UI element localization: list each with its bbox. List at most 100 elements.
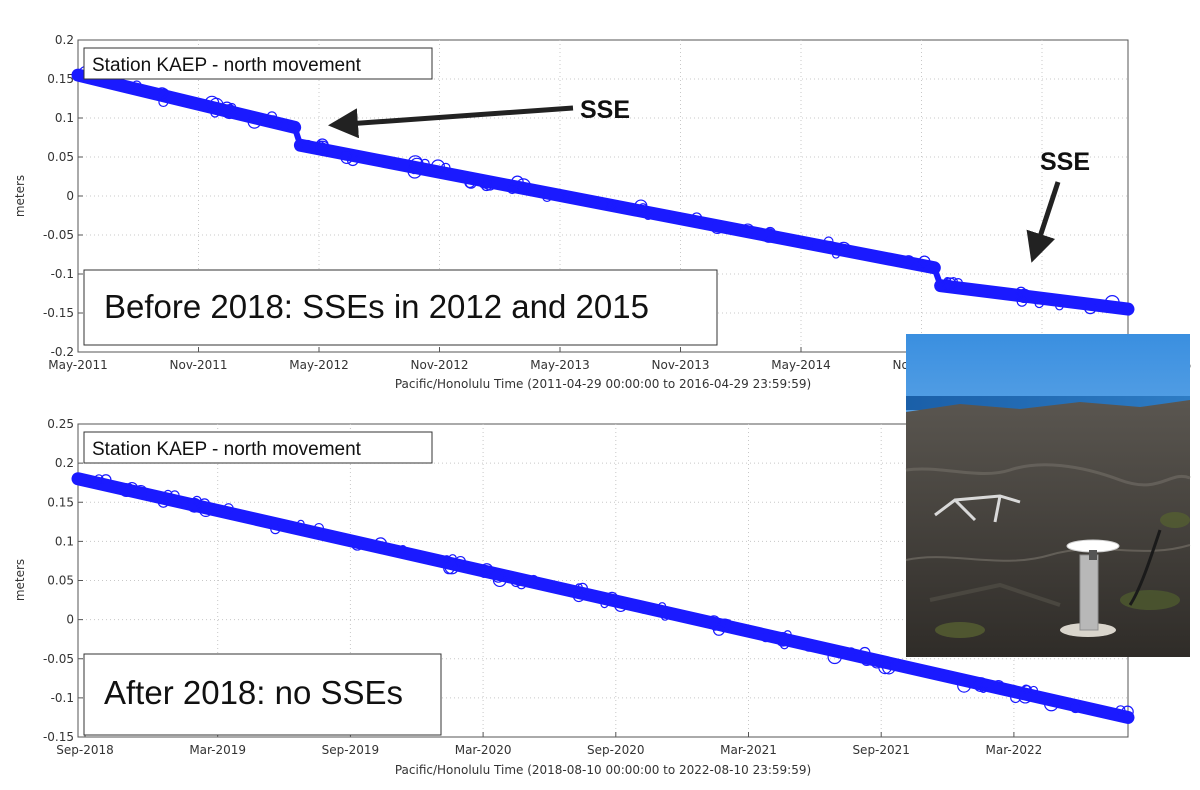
y-axis-title: meters [13, 175, 27, 217]
photo-lava-ridge [905, 463, 1191, 487]
data-point [131, 80, 142, 91]
x-tick-label: May-2011 [48, 358, 107, 372]
data-point [111, 484, 119, 493]
data-point [407, 155, 423, 171]
data-point [407, 164, 422, 179]
data-point [100, 474, 112, 486]
data-point [636, 600, 646, 609]
data-point [528, 574, 539, 585]
data-point [223, 503, 234, 514]
data-point [515, 178, 531, 194]
data-point [473, 174, 486, 186]
y-tick-label: -0.2 [51, 345, 74, 359]
data-point [712, 623, 725, 636]
data-point [374, 537, 387, 550]
data-point [984, 288, 993, 297]
data-point [1083, 301, 1097, 315]
x-tick-label: Sep-2019 [322, 743, 380, 757]
x-tick-label: Nov-2011 [170, 358, 228, 372]
data-point [761, 228, 777, 243]
data-point [973, 677, 989, 693]
photo-monument-post [1079, 554, 1099, 631]
y-axis-title: meters [13, 559, 27, 601]
data-point [409, 157, 424, 172]
y-tick-label: 0.15 [47, 72, 74, 86]
data-point [158, 96, 169, 108]
data-point [440, 162, 451, 173]
data-point [191, 504, 199, 513]
data-point [823, 240, 837, 254]
y-tick-label: 0 [66, 613, 74, 627]
data-point [916, 259, 927, 269]
data-point [992, 679, 1005, 693]
data-point [881, 660, 896, 675]
data-point [710, 621, 720, 631]
x-tick-label: Mar-2019 [189, 743, 246, 757]
data-point [1035, 692, 1044, 701]
data-point [315, 140, 330, 155]
data-point [542, 192, 552, 203]
data-point [210, 108, 220, 118]
data-point [605, 200, 614, 209]
data-point [511, 175, 524, 189]
sse-arrow-2012 [328, 105, 574, 139]
data-point [119, 483, 134, 498]
data-point [337, 533, 347, 543]
data-point [220, 101, 234, 115]
data-point [870, 655, 884, 669]
data-point [199, 503, 213, 518]
data-point [247, 115, 262, 129]
x-tick-label: May-2014 [771, 358, 830, 372]
data-point [638, 203, 648, 213]
data-point [823, 236, 834, 247]
data-point [1010, 692, 1021, 704]
data-point [911, 665, 921, 676]
x-tick-label: Sep-2021 [852, 743, 910, 757]
data-point [949, 277, 958, 286]
y-tick-label: 0.1 [55, 111, 74, 125]
station-photo [905, 334, 1191, 657]
data-point [805, 238, 815, 248]
caption-box [83, 269, 718, 346]
data-point [740, 223, 755, 238]
data-point [510, 575, 522, 588]
data-point [507, 183, 518, 195]
data-point [297, 519, 305, 528]
y-tick-label: 0.1 [55, 534, 74, 548]
y-tick-label: -0.1 [51, 267, 74, 281]
x-tick-label: Mar-2021 [720, 743, 777, 757]
data-point [643, 211, 653, 221]
series-band [293, 138, 941, 275]
photo-cable [1128, 529, 1162, 606]
data-point [443, 562, 455, 575]
caption: Before 2018: SSEs in 2012 and 2015 [104, 288, 649, 325]
data-point [783, 630, 792, 639]
data-point [639, 605, 648, 614]
sse-annotation-2012: SSE [580, 96, 630, 124]
data-point [1043, 696, 1059, 712]
y-tick-label: 0.2 [55, 33, 74, 47]
x-tick-label: May-2012 [289, 358, 348, 372]
ticks: 0.250.20.150.10.050-0.05-0.1-0.15Sep-201… [43, 417, 1042, 757]
sse-annotation-2015: SSE [1040, 148, 1090, 176]
data-point [340, 151, 354, 165]
data-point [614, 599, 628, 613]
y-tick-label: -0.15 [43, 730, 74, 744]
data-point [931, 668, 944, 681]
photo-lava-crack [905, 544, 1191, 562]
data-point [1070, 702, 1081, 713]
x-axis-title: Pacific/Honolulu Time (2018-08-10 00:00:… [395, 763, 811, 777]
x-tick-label: Nov-2012 [411, 358, 469, 372]
y-tick-label: -0.1 [51, 691, 74, 705]
data-point [600, 600, 609, 609]
data-point [668, 211, 676, 220]
data-point [694, 613, 704, 624]
legend-box [83, 431, 433, 464]
top-chart: 0.20.150.10.050-0.05-0.1-0.15-0.2May-201… [13, 33, 1191, 391]
data-point [953, 278, 963, 288]
data-point [370, 156, 379, 164]
data-point [279, 120, 290, 131]
data-point [605, 591, 618, 604]
y-tick-label: -0.15 [43, 306, 74, 320]
data-point [169, 490, 180, 501]
